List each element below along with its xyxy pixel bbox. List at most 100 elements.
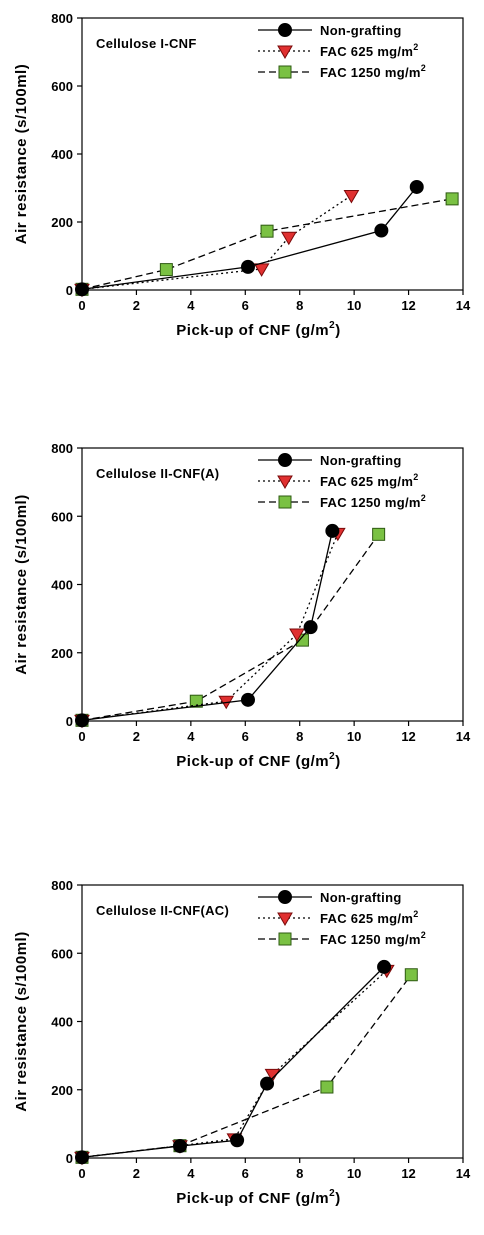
y-tick-label: 400 — [51, 578, 73, 593]
x-tick-label: 10 — [347, 1166, 361, 1181]
legend-label-name: Non-grafting — [320, 23, 402, 38]
x-axis-title-text: Pick-up of CNF (g/m — [176, 1190, 329, 1207]
data-point — [230, 1133, 245, 1148]
y-tick-label: 800 — [51, 441, 73, 456]
x-tick-label: 14 — [456, 1166, 471, 1181]
data-point — [374, 223, 389, 238]
legend-marker — [278, 932, 292, 946]
x-tick-label: 8 — [296, 298, 303, 313]
x-tick-label: 2 — [133, 1166, 140, 1181]
y-tick-label: 400 — [51, 147, 73, 162]
series-line — [81, 194, 352, 290]
legend-marker — [277, 912, 293, 926]
legend-label-name: FAC 625 — [320, 911, 373, 926]
data-point — [189, 694, 203, 708]
y-tick-label: 600 — [51, 509, 73, 524]
legend-label-unit: mg/m — [373, 911, 413, 926]
data-point — [253, 263, 270, 277]
series-1 — [75, 959, 392, 1165]
legend-label: FAC 1250 mg/m2 — [320, 493, 426, 510]
legend-marker — [278, 65, 292, 79]
legend-label: Non-grafting — [320, 453, 402, 468]
y-tick-label: 600 — [51, 79, 73, 94]
chart-panel-2: 0 2 4 6 8 10 12 14 0 200 400 600 800 Air resistance (… — [13, 441, 471, 770]
x-tick-label: 8 — [296, 729, 303, 744]
y-tick-label: 400 — [51, 1015, 73, 1030]
legend-label-name: Non-grafting — [320, 890, 402, 905]
x-axis-title-end: ) — [335, 753, 341, 770]
series-line — [81, 974, 412, 1158]
x-tick-label: 2 — [133, 298, 140, 313]
legend-label-name: FAC 1250 — [320, 65, 381, 80]
series-3 — [75, 968, 418, 1164]
x-tick-label: 14 — [456, 729, 471, 744]
x-tick-label: 0 — [78, 729, 85, 744]
series-2 — [74, 189, 360, 298]
y-tick-label: 200 — [51, 646, 73, 661]
legend-label: Non-grafting — [320, 23, 402, 38]
y-axis-title: Air resistance (s/100ml) — [13, 931, 30, 1111]
legend-marker — [278, 453, 292, 467]
data-point — [377, 959, 392, 974]
series-line — [81, 533, 380, 721]
data-point — [320, 1080, 334, 1094]
x-tick-label: 12 — [401, 298, 415, 313]
series-1 — [75, 179, 424, 297]
data-point — [172, 1139, 187, 1154]
legend-label-name: FAC 1250 — [320, 495, 381, 510]
legend-label-unit: mg/m — [381, 65, 421, 80]
y-tick-label: 0 — [66, 1151, 73, 1166]
series-line — [81, 198, 453, 290]
legend-label-unit: mg/m — [373, 44, 413, 59]
legend-label-superscript: 2 — [421, 930, 426, 940]
panel-title: Cellulose II-CNF(A) — [96, 466, 219, 481]
legend-marker — [277, 475, 293, 489]
x-tick-label: 4 — [187, 729, 195, 744]
legend-marker — [278, 23, 292, 37]
series-line — [81, 533, 339, 721]
legend-label-superscript: 2 — [413, 472, 418, 482]
y-tick-label: 600 — [51, 946, 73, 961]
y-axis-title: Air resistance (s/100ml) — [13, 64, 30, 244]
legend-marker — [278, 890, 292, 904]
x-axis-title-superscript: 2 — [329, 751, 335, 762]
x-axis-title-superscript: 2 — [329, 1188, 335, 1199]
x-axis-title-end: ) — [335, 322, 341, 339]
series-1 — [75, 523, 340, 728]
y-tick-label: 800 — [51, 11, 73, 26]
x-tick-label: 14 — [456, 298, 471, 313]
x-tick-label: 2 — [133, 729, 140, 744]
x-tick-label: 12 — [401, 729, 415, 744]
data-point — [241, 692, 256, 707]
x-tick-label: 10 — [347, 298, 361, 313]
y-tick-label: 200 — [51, 1083, 73, 1098]
legend-label-superscript: 2 — [421, 63, 426, 73]
legend-label-name: FAC 625 — [320, 44, 373, 59]
panel-title: Cellulose I-CNF — [96, 36, 197, 51]
data-point — [303, 620, 318, 635]
x-tick-label: 4 — [187, 1166, 195, 1181]
data-point — [409, 179, 424, 194]
x-tick-label: 8 — [296, 1166, 303, 1181]
legend: Non-grafting FAC 625 mg/m2 FAC 1250 mg/m2 — [258, 453, 426, 510]
data-point — [75, 713, 89, 728]
data-point — [241, 259, 256, 274]
chart-panel-1: 0 2 4 6 8 10 12 14 0 200 400 600 800 Air resistance (… — [13, 11, 471, 339]
data-point — [445, 192, 459, 206]
legend-label: FAC 1250 mg/m2 — [320, 63, 426, 80]
data-point — [372, 527, 386, 541]
data-point — [404, 968, 418, 982]
data-point — [75, 282, 89, 297]
legend-label-unit: mg/m — [373, 474, 413, 489]
legend-label-name: FAC 625 — [320, 474, 373, 489]
y-tick-label: 0 — [66, 283, 73, 298]
data-point — [289, 628, 305, 642]
y-tick-label: 0 — [66, 714, 73, 729]
legend-label-superscript: 2 — [413, 909, 418, 919]
legend-label: FAC 625 mg/m2 — [320, 42, 419, 59]
x-axis-title-end: ) — [335, 1190, 341, 1207]
legend-marker — [277, 45, 293, 59]
y-axis-title: Air resistance (s/100ml) — [13, 494, 30, 674]
series-line — [81, 966, 385, 1158]
